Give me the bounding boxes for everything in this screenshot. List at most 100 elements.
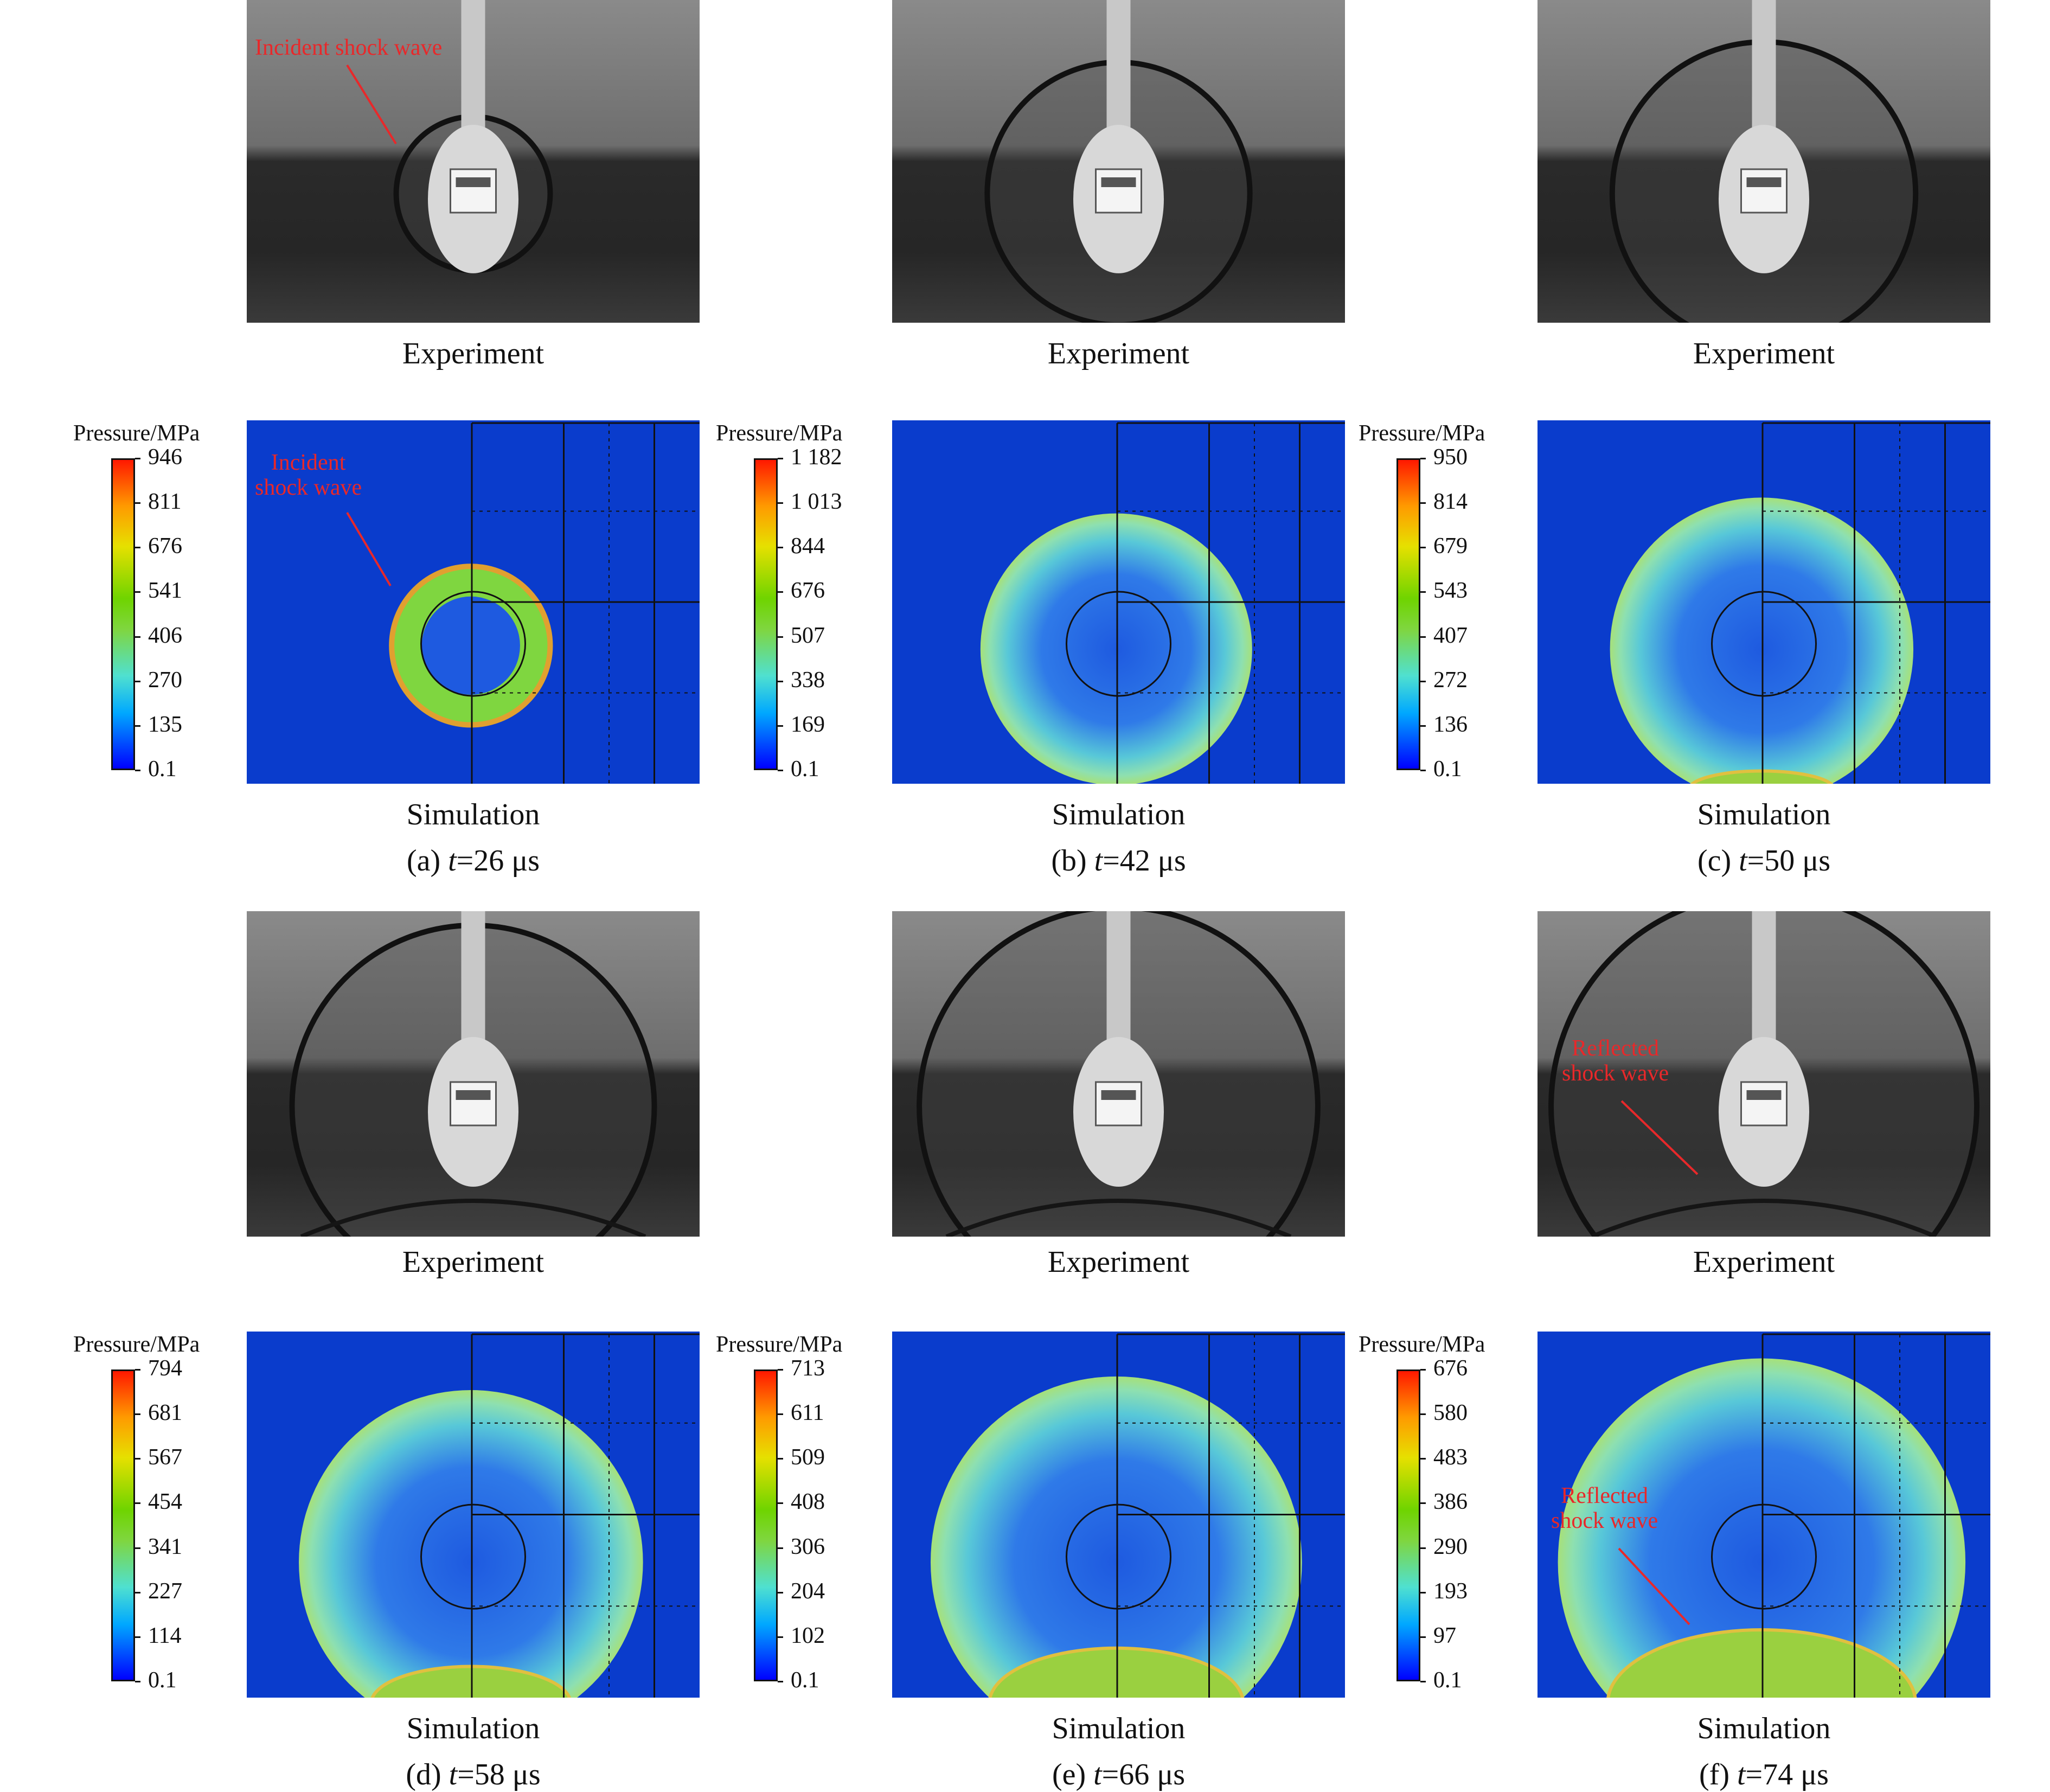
caption-value: =42 μs <box>1103 844 1186 878</box>
colorbar-tick-label: 676 <box>148 534 182 559</box>
colorbar-tick <box>135 502 140 504</box>
colorbar-tick <box>778 770 783 771</box>
simulation-image-d <box>247 1332 700 1698</box>
pressure-core <box>421 596 520 695</box>
colorbar-tick <box>1420 458 1426 459</box>
charge-label <box>1740 168 1788 214</box>
colorbar-tick-label: 169 <box>791 712 825 737</box>
reflected-region <box>1690 769 1834 784</box>
colorbar-tick <box>778 1369 783 1371</box>
annotation-line: shock wave <box>1551 1508 1658 1534</box>
caption-variable: t <box>1093 1758 1102 1791</box>
simulation-label: Simulation <box>406 1712 540 1745</box>
colorbar-tick <box>135 636 140 638</box>
experiment-label: Experiment <box>402 1245 544 1279</box>
colorbar-tick-label: 341 <box>148 1534 182 1559</box>
colorbar-tick <box>1420 1413 1426 1416</box>
simulation-label: Simulation <box>406 798 540 831</box>
colorbar-tick-label: 946 <box>148 445 182 470</box>
colorbar-tick <box>135 725 140 727</box>
colorbar-tick-label: 681 <box>148 1400 182 1426</box>
reflected-wave <box>1591 1199 1937 1237</box>
caption-variable: t <box>448 844 457 878</box>
colorbar-tick-label: 193 <box>1433 1578 1468 1604</box>
simulation-image-b <box>892 420 1345 784</box>
colorbar-tick <box>135 1458 140 1460</box>
simulation-image-e <box>892 1332 1345 1698</box>
reflected-region <box>370 1665 572 1698</box>
colorbar-tick-label: 97 <box>1433 1623 1456 1648</box>
colorbar-tick <box>1420 636 1426 638</box>
subfigure-caption-b: (b) t=42 μs <box>892 843 1345 878</box>
simulation-image-c <box>1538 420 1990 784</box>
experiment-label: Experiment <box>1693 1245 1835 1279</box>
colorbar-tick <box>1420 770 1426 771</box>
caption-value: =58 μs <box>457 1758 541 1791</box>
colorbar-tick <box>1420 1369 1426 1371</box>
colorbar <box>1396 1369 1420 1681</box>
colorbar-tick <box>135 1547 140 1549</box>
grid-lines <box>471 422 700 784</box>
charge-label <box>450 1081 497 1127</box>
colorbar-tick <box>135 1636 140 1638</box>
colorbar-tick <box>135 547 140 549</box>
colorbar-tick <box>778 725 783 727</box>
pressure-field <box>980 513 1252 784</box>
colorbar-title: Pressure/MPa <box>73 421 200 446</box>
grid-lines <box>1761 1333 1990 1698</box>
caption-prefix: (d) <box>406 1758 449 1791</box>
annotation-line: Reflected <box>1572 1036 1659 1061</box>
colorbar-tick <box>778 1547 783 1549</box>
caption-value: =66 μs <box>1101 1758 1186 1791</box>
charge-label <box>1095 1081 1142 1127</box>
colorbar-tick <box>1420 1681 1426 1682</box>
colorbar-tick <box>778 1681 783 1682</box>
colorbar-tick-label: 713 <box>791 1356 825 1381</box>
colorbar-tick-label: 407 <box>1433 623 1468 648</box>
caption-variable: t <box>449 1758 458 1791</box>
caption-value: =74 μs <box>1745 1758 1829 1791</box>
colorbar-tick <box>778 1591 783 1593</box>
colorbar-tick-label: 0.1 <box>1433 1668 1462 1693</box>
caption-variable: t <box>1094 844 1103 878</box>
experiment-image-d <box>247 911 700 1237</box>
colorbar-tick-label: 0.1 <box>791 757 819 782</box>
simulation-image-a <box>247 420 700 784</box>
colorbar-tick <box>1420 725 1426 727</box>
colorbar-tick-label: 290 <box>1433 1534 1468 1559</box>
reflected-wave <box>945 1199 1292 1237</box>
colorbar-tick-label: 406 <box>148 623 182 648</box>
pressure-field <box>1610 497 1913 784</box>
subfigure-caption-d: (d) t=58 μs <box>247 1757 700 1792</box>
charge-label <box>450 168 497 214</box>
colorbar-tick-label: 811 <box>148 489 182 515</box>
simulation-label: Simulation <box>1697 798 1831 831</box>
colorbar <box>111 1369 135 1681</box>
colorbar-tick <box>778 1458 783 1460</box>
simulation-label: Simulation <box>1052 798 1186 831</box>
caption-prefix: (c) <box>1697 844 1739 878</box>
subfigure-caption-a: (a) t=26 μs <box>247 843 700 878</box>
experiment-label: Experiment <box>402 337 544 370</box>
caption-prefix: (e) <box>1052 1758 1094 1791</box>
colorbar-tick-label: 541 <box>148 578 182 604</box>
colorbar-title: Pressure/MPa <box>1359 1332 1485 1357</box>
colorbar-tick <box>1420 591 1426 593</box>
colorbar-tick <box>135 591 140 593</box>
simulation-label: Simulation <box>1052 1712 1186 1745</box>
colorbar-title: Pressure/MPa <box>73 1332 200 1357</box>
colorbar-tick-label: 1 182 <box>791 445 842 470</box>
caption-value: =50 μs <box>1747 844 1831 878</box>
colorbar-tick <box>1420 1458 1426 1460</box>
colorbar-title: Pressure/MPa <box>1359 421 1485 446</box>
colorbar-tick <box>135 1413 140 1416</box>
subfigure-caption-e: (e) t=66 μs <box>892 1757 1345 1792</box>
colorbar-tick <box>1420 502 1426 504</box>
charge-label <box>1095 168 1142 214</box>
charge-outline <box>1711 1503 1817 1610</box>
reflected-wave <box>300 1199 646 1237</box>
experiment-label: Experiment <box>1047 1245 1190 1279</box>
colorbar-tick-label: 844 <box>791 534 825 559</box>
colorbar-tick-label: 0.1 <box>148 1668 177 1693</box>
colorbar-tick <box>1420 1636 1426 1638</box>
